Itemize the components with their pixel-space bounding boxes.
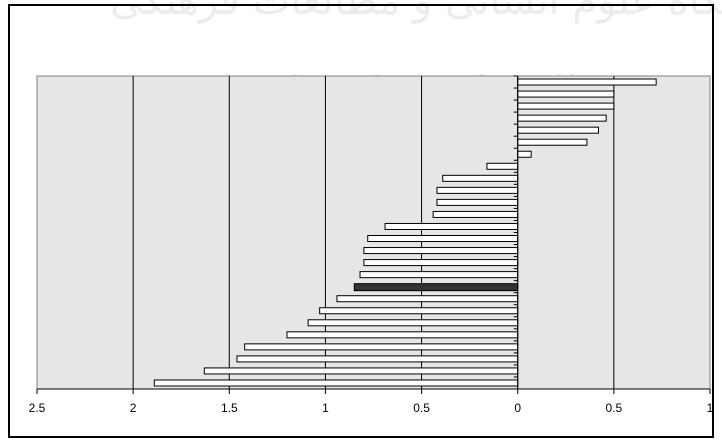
x-tick-label-5: 0 bbox=[514, 401, 521, 415]
bar-1 bbox=[517, 90, 615, 98]
bar-8 bbox=[442, 174, 519, 182]
bar-6 bbox=[517, 150, 532, 158]
x-tick-label-1: 2 bbox=[130, 401, 137, 415]
bar-11 bbox=[432, 210, 519, 218]
bar-14 bbox=[363, 247, 519, 255]
x-tick-label-4: 0.5 bbox=[413, 401, 430, 415]
bar-18 bbox=[336, 295, 519, 303]
plot-area bbox=[36, 75, 711, 390]
bar-17 bbox=[353, 283, 519, 292]
bar-3 bbox=[517, 114, 607, 122]
bar-25 bbox=[153, 379, 519, 387]
bar-15 bbox=[363, 259, 519, 267]
x-tick-label-2: 1.5 bbox=[221, 401, 238, 415]
bar-23 bbox=[236, 355, 519, 363]
bar-20 bbox=[307, 319, 519, 327]
bar-13 bbox=[367, 235, 519, 243]
bar-chart: 2.5 2 1.5 1 0.5 0 0.5 1 bbox=[29, 75, 712, 415]
bar-0 bbox=[517, 78, 657, 86]
bar-2 bbox=[517, 102, 615, 110]
bar-9 bbox=[436, 186, 519, 194]
bar-5 bbox=[517, 138, 588, 146]
bar-10 bbox=[436, 198, 519, 206]
bar-4 bbox=[517, 126, 599, 134]
x-tick-label-3: 1 bbox=[322, 401, 329, 415]
chart-frame: پژوهشگاه علوم انسانی و مطالعات فرهنگی پر… bbox=[8, 0, 722, 438]
x-tick-label-6: 0.5 bbox=[606, 401, 623, 415]
bar-12 bbox=[384, 222, 519, 230]
bar-16 bbox=[359, 271, 519, 279]
bar-7 bbox=[486, 162, 519, 170]
bar-21 bbox=[286, 331, 519, 339]
x-tick-label-7: 1 bbox=[707, 401, 712, 415]
bar-24 bbox=[203, 367, 519, 375]
bar-22 bbox=[244, 343, 519, 351]
bar-19 bbox=[319, 307, 519, 315]
x-tick-label-0: 2.5 bbox=[29, 401, 46, 415]
